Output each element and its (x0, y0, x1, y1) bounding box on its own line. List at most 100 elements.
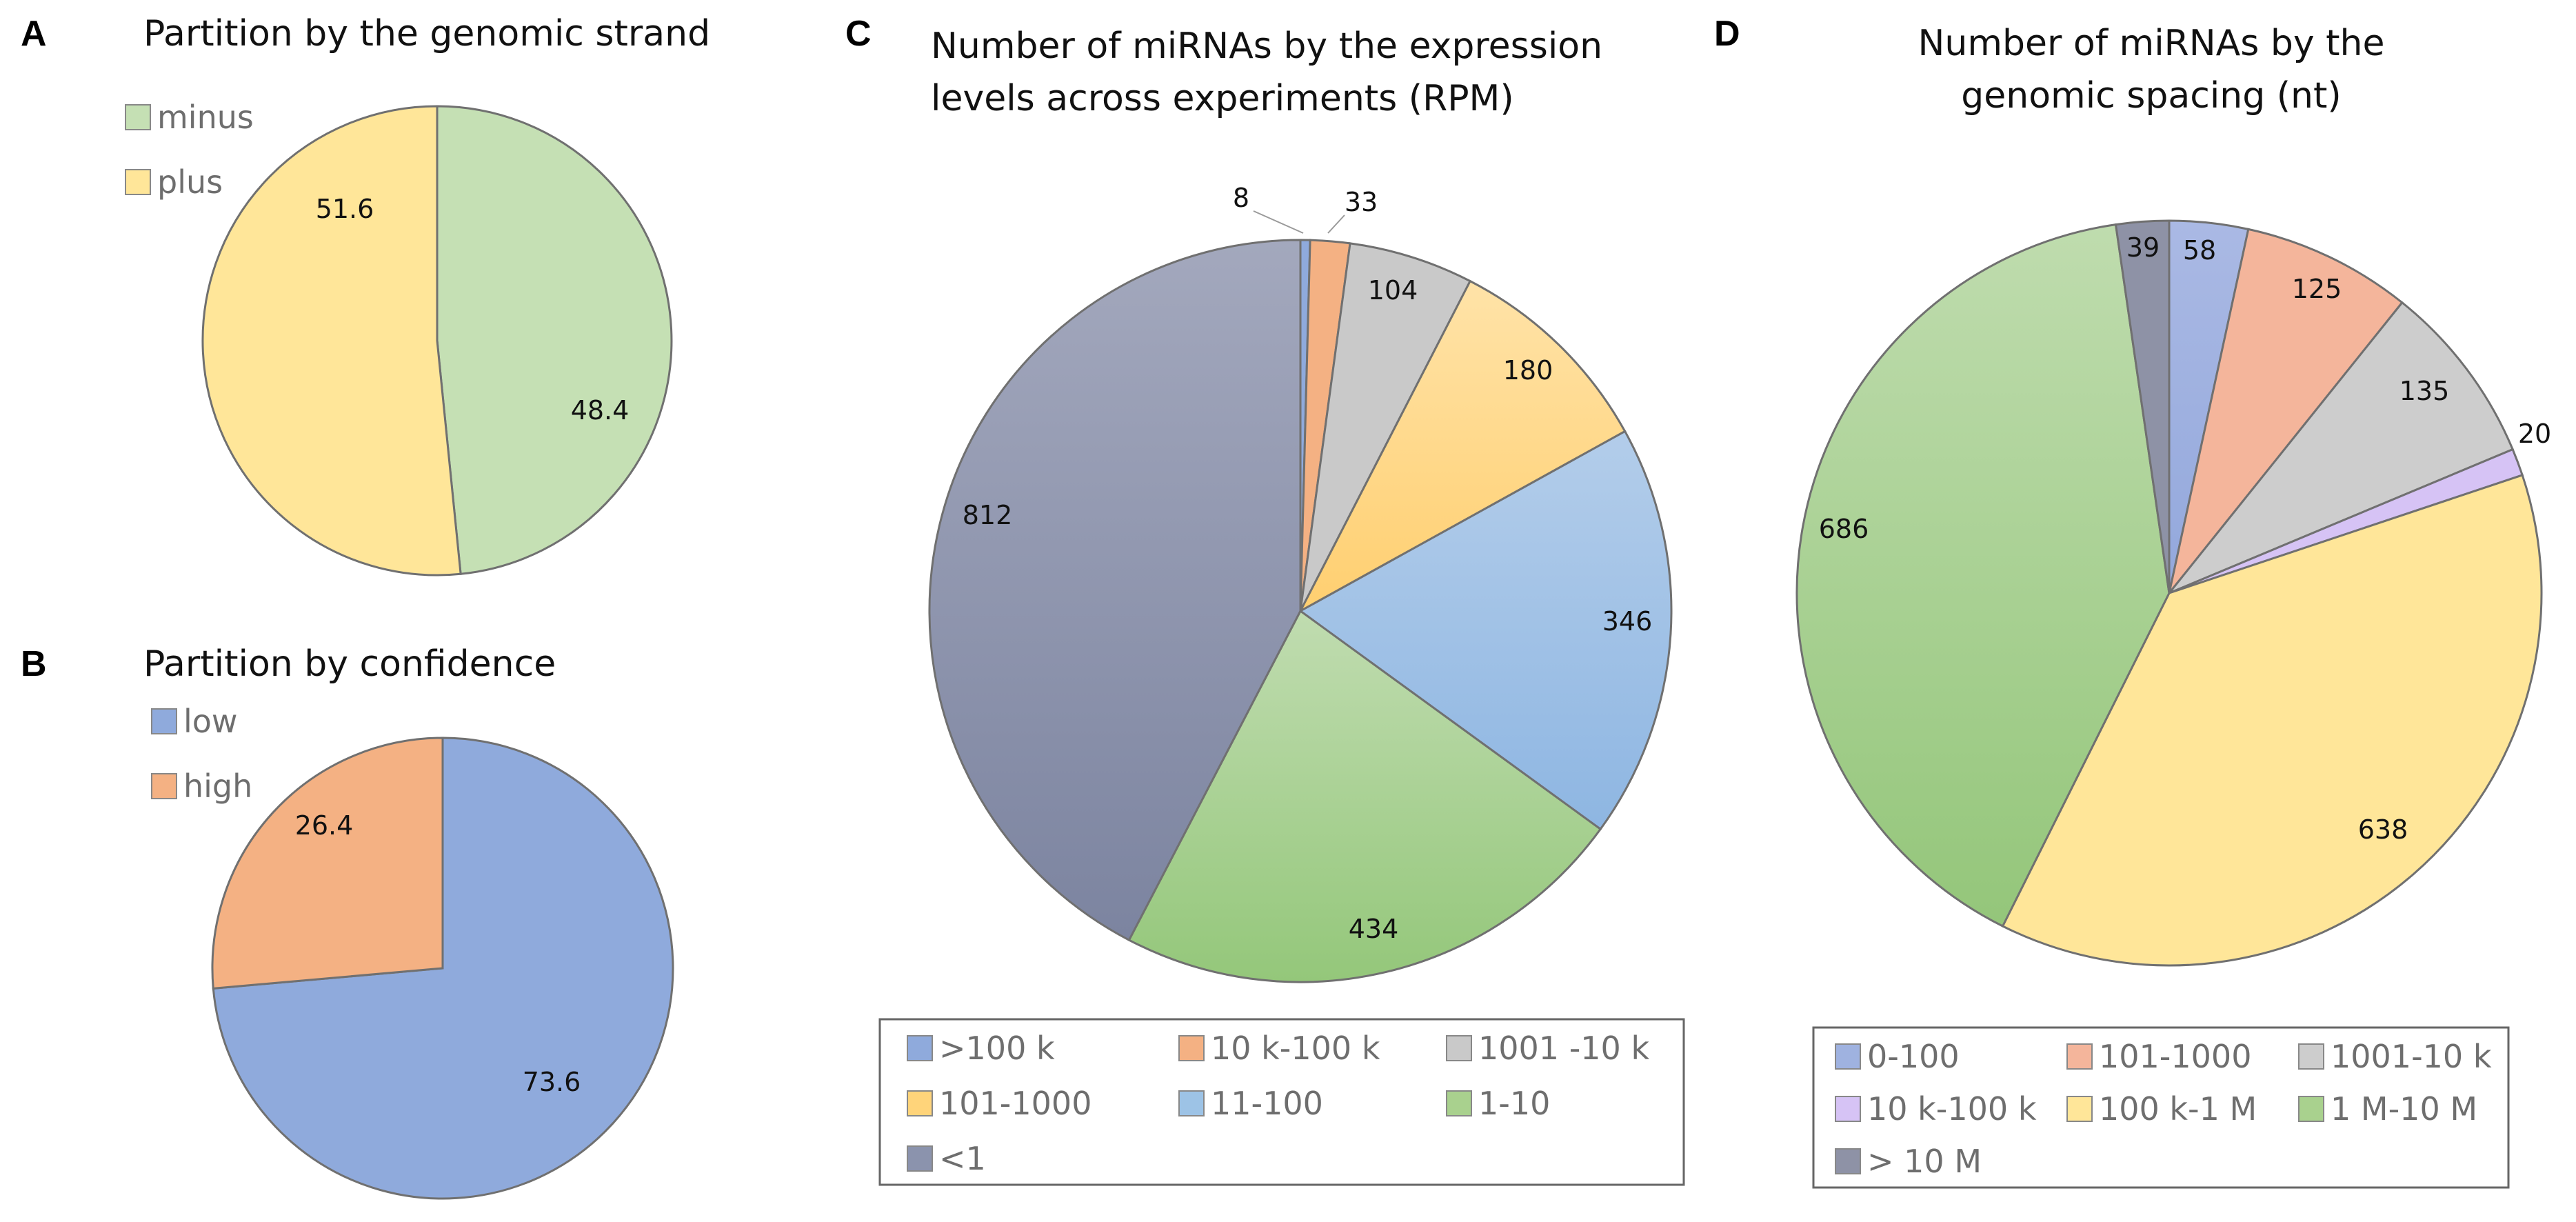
legend-entry-c-1-10: 1-10 (1446, 1085, 1550, 1122)
panel-letter-d: D (1714, 14, 1740, 54)
pie-slice-d-10-m (2114, 219, 2171, 594)
legend-entry-a-plus: plus (125, 163, 223, 201)
legend-entry-b-low: low (151, 703, 238, 740)
leader-line-c-1 (1327, 214, 1345, 234)
chart-title-a: Partition by the genomic strand (143, 13, 710, 54)
legend-entry-c-100-k: >100 k (907, 1030, 1055, 1067)
legend-label-d-10-k-100-k: 10 k-100 k (1867, 1090, 2037, 1128)
legend-label-b-high: high (183, 768, 252, 805)
data-label-d-1001-10-k: 135 (2399, 376, 2450, 406)
legend-entry-c-11-100: 11-100 (1178, 1085, 1323, 1122)
legend-entry-d-0-100: 0-100 (1835, 1038, 1960, 1075)
legend-swatch-a-minus (125, 104, 151, 130)
panel-letter-b: B (21, 644, 47, 684)
pie-slice-d-101-1000 (2168, 228, 2404, 594)
legend-label-d-100-k-1-m: 100 k-1 M (2099, 1090, 2257, 1128)
legend-frame-c (878, 1018, 1685, 1186)
legend-frame-d (1812, 1026, 2510, 1189)
pie-slice-b-high (211, 737, 444, 990)
panel-a: A Partition by the genomic strand minus p… (21, 13, 710, 577)
legend-swatch-d-1001-10-k (2298, 1043, 2324, 1070)
pie-slice-c-11-100 (1298, 430, 1673, 831)
data-label-c-101-1000: 180 (1503, 355, 1553, 385)
legend-a: minus plus (125, 99, 254, 201)
chart-title-c-line2: levels across experiments (RPM) (931, 78, 1514, 119)
legend-label-c-10-k-100-k: 10 k-100 k (1211, 1030, 1380, 1067)
pie-slice-d-100-k-1-m (2001, 474, 2543, 967)
legend-swatch-c-101-1000 (907, 1090, 933, 1116)
legend-label-a-minus: minus (157, 99, 254, 136)
legend-entry-d-1001-10-k: 1001-10 k (2298, 1038, 2492, 1075)
legend-swatch-b-high (151, 773, 177, 799)
panel-c: C Number of miRNAs by the expression lev… (845, 14, 1685, 1186)
pie-slice-d-1001-10-k (2168, 301, 2515, 594)
pie-chart-a: 48.4 51.6 (201, 105, 673, 577)
legend-entry-d-1-m-10-m: 1 M-10 M (2298, 1090, 2477, 1128)
pie-slice-a-plus (201, 105, 462, 577)
data-label-c-100-k: 8 (1233, 183, 1249, 213)
legend-entry-d-100-k-1-m: 100 k-1 M (2066, 1090, 2257, 1128)
data-label-d-101-1000: 125 (2292, 274, 2342, 304)
legend-label-c-100-k: >100 k (939, 1030, 1055, 1067)
chart-title-d-line2: genomic spacing (nt) (1961, 75, 2341, 117)
chart-title-c-line1: Number of miRNAs by the expression (931, 26, 1602, 67)
legend-label-d-10-m: > 10 M (1867, 1143, 1982, 1180)
legend-swatch-d-0-100 (1835, 1043, 1861, 1070)
chart-title-b: Partition by confidence (143, 643, 556, 685)
data-label-c-1001-10-k: 104 (1368, 275, 1418, 306)
legend-swatch-a-plus (125, 169, 151, 195)
legend-entry-d-101-1000: 101-1000 (2066, 1038, 2251, 1075)
legend-entry-b-high: high (151, 768, 252, 805)
legend-swatch-d-101-1000 (2066, 1043, 2093, 1070)
legend-entry-d-10-m: > 10 M (1835, 1143, 1982, 1180)
chart-title-d-line1: Number of miRNAs by the (1918, 23, 2384, 64)
legend-c: >100 k 10 k-100 k 1001 -10 k 101-1000 11-100… (907, 1030, 1649, 1177)
pie-chart-d: 58 125 135 20 638 686 39 (1795, 219, 2551, 967)
legend-swatch-c-100-k (907, 1035, 933, 1061)
data-label-d-100-k-1-m: 638 (2358, 814, 2408, 845)
legend-entry-c-1: <1 (907, 1140, 986, 1177)
pie-slice-c-1-10 (1127, 609, 1602, 983)
legend-label-c-1: <1 (939, 1140, 986, 1177)
pie-slice-c-101-1000 (1298, 279, 1627, 614)
data-label-b-low: 73.6 (523, 1067, 581, 1097)
legend-label-c-1001-10-k: 1001 -10 k (1478, 1030, 1649, 1067)
leader-line-c-0 (1253, 210, 1304, 234)
data-label-b-high: 26.4 (295, 810, 354, 841)
data-label-c-10-k-100-k: 33 (1345, 187, 1378, 217)
legend-d: 0-100 101-1000 1001-10 k 10 k-100 k 100 k-1 … (1835, 1038, 2492, 1180)
legend-label-c-101-1000: 101-1000 (939, 1085, 1091, 1122)
panel-letter-a: A (21, 14, 47, 54)
legend-label-c-11-100: 11-100 (1211, 1085, 1323, 1122)
legend-swatch-c-1 (907, 1145, 933, 1172)
legend-label-d-101-1000: 101-1000 (2099, 1038, 2251, 1075)
legend-swatch-c-1-10 (1446, 1090, 1472, 1116)
legend-swatch-c-10-k-100-k (1178, 1035, 1205, 1061)
data-label-c-11-100: 346 (1602, 606, 1653, 637)
data-label-c-1-10: 434 (1349, 914, 1399, 944)
data-label-d-10-k-100-k: 20 (2518, 419, 2551, 449)
legend-swatch-d-100-k-1-m (2066, 1096, 2093, 1122)
legend-label-b-low: low (183, 703, 238, 740)
pie-slice-d-1-m-10-m (1795, 223, 2171, 928)
legend-entry-a-minus: minus (125, 99, 254, 136)
legend-swatch-d-1-m-10-m (2298, 1096, 2324, 1122)
panel-d: D Number of miRNAs by the genomic spacin… (1714, 14, 2551, 1189)
panel-b: B Partition by confidence low high 73.6 26… (21, 643, 674, 1200)
legend-swatch-d-10-m (1835, 1148, 1861, 1174)
legend-label-d-0-100: 0-100 (1867, 1038, 1960, 1075)
data-label-a-plus: 51.6 (316, 194, 374, 224)
legend-b: low high (151, 703, 252, 805)
legend-label-c-1-10: 1-10 (1478, 1085, 1550, 1122)
pie-slice-c-1 (928, 239, 1302, 942)
data-label-d-0-100: 58 (2183, 235, 2216, 266)
data-label-a-minus: 48.4 (571, 395, 630, 425)
legend-label-d-1001-10-k: 1001-10 k (2331, 1038, 2492, 1075)
pie-chart-b: 73.6 26.4 (211, 737, 674, 1200)
legend-label-a-plus: plus (157, 163, 223, 201)
legend-entry-c-101-1000: 101-1000 (907, 1085, 1091, 1122)
legend-swatch-b-low (151, 708, 177, 734)
legend-swatch-d-10-k-100-k (1835, 1096, 1861, 1122)
data-label-d-1-m-10-m: 686 (1819, 514, 1869, 544)
